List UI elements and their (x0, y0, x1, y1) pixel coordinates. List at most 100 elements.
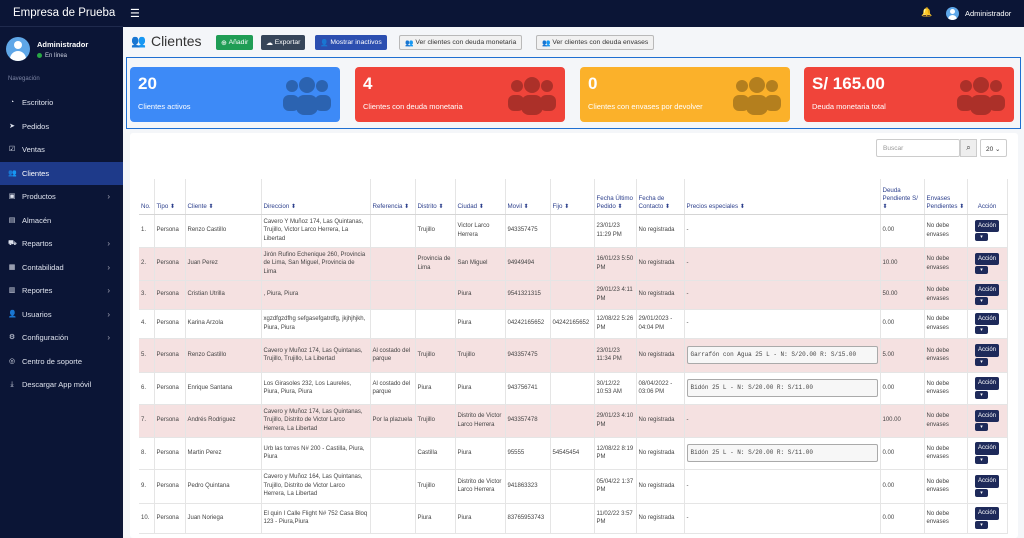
export-button[interactable]: ☁ Exportar (261, 35, 306, 50)
table-row: 1. Persona Renzo Castillo Cavero Y Muñoz 17… (139, 214, 1008, 248)
sidebar-item-reportes[interactable]: ▥ Reportes › (0, 279, 123, 303)
sidebar-item-escritorio[interactable]: ◔ Escritorio (0, 91, 123, 115)
cell-cliente: Enrique Santana (185, 372, 262, 405)
sidebar-item-productos[interactable]: ▣ Productos › (0, 185, 123, 209)
action-button[interactable]: Acción (974, 475, 999, 488)
cell-fc: No registrada (636, 437, 685, 470)
cell-dist: Piura (415, 372, 456, 405)
sidebar-item-centro-de-soporte[interactable]: ◎ Centro de soporte (0, 350, 123, 374)
table-row: 9. Persona Pedro Quintana Cavero y Muñoz 16… (139, 469, 1008, 504)
chevron-right-icon: › (107, 239, 110, 249)
column-header[interactable]: Ciudad ⬍ (455, 179, 506, 215)
cell-no: 5. (139, 338, 155, 373)
action-dropdown-icon[interactable]: ▾ (974, 297, 988, 305)
truck-icon: ⛟ (8, 240, 17, 248)
column-header[interactable]: Deuda Pendiente S/ ⬍ (880, 179, 925, 215)
column-header: Acción (967, 179, 1008, 215)
column-header[interactable]: Referencia ⬍ (370, 179, 416, 215)
menu-toggle-icon[interactable]: ☰ (130, 8, 140, 20)
page-size-select[interactable]: 20 ⌄ (980, 139, 1007, 157)
action-dropdown-icon[interactable]: ▾ (974, 455, 988, 464)
brand-title[interactable]: Empresa de Prueba (0, 0, 123, 27)
column-header[interactable]: Fecha de Contacto ⬍ (636, 179, 685, 215)
action-dropdown-icon[interactable]: ▾ (974, 423, 988, 431)
action-dropdown-icon[interactable]: ▾ (974, 326, 988, 334)
search-input[interactable]: Buscar (876, 139, 960, 157)
action-dropdown-icon[interactable]: ▾ (974, 357, 988, 366)
column-header[interactable]: Fijo ⬍ (550, 179, 595, 215)
users-icon: 👥 (8, 169, 17, 177)
sidebar-item-descargar-app-m-vil[interactable]: ⤓ Descargar App móvil (0, 373, 123, 397)
action-button[interactable]: Acción (974, 442, 999, 455)
bell-icon[interactable]: 🔔 (921, 7, 933, 17)
cell-ciudad: Trujillo (455, 338, 506, 373)
cell-env: No debe envases (924, 214, 968, 248)
column-header[interactable]: Cliente ⬍ (185, 179, 262, 215)
search-icon[interactable]: ⌕ (960, 139, 977, 157)
action-button[interactable]: Acción (974, 507, 999, 520)
cell-deuda: 0.00 (880, 214, 925, 248)
cell-fc: No registrada (636, 247, 685, 281)
sidebar-item-label: Contabilidad (22, 262, 64, 272)
chevron-right-icon: › (107, 192, 110, 202)
cell-cliente: Juan Noriega (185, 503, 262, 534)
cell-no: 10. (139, 503, 155, 534)
add-button[interactable]: ⊕ Añadir (216, 35, 254, 50)
action-button[interactable]: Acción (974, 283, 999, 296)
cell-tipo: Persona (154, 437, 186, 470)
action-dropdown-icon[interactable]: ▾ (974, 390, 988, 399)
sidebar-item-almac-n[interactable]: ▤ Almacén (0, 209, 123, 233)
cell-dist: Trujillo (415, 214, 456, 248)
action-dropdown-icon[interactable]: ▾ (974, 488, 988, 497)
user-status-label: En línea (45, 52, 68, 59)
cell-movil: 941863323 (505, 469, 551, 504)
top-avatar[interactable] (946, 7, 959, 20)
sidebar-item-usuarios[interactable]: 👤 Usuarios › (0, 303, 123, 327)
cell-no: 2. (139, 247, 155, 281)
sidebar-item-pedidos[interactable]: ➤ Pedidos (0, 115, 123, 139)
cell-action: Acción ▾ (967, 280, 1008, 310)
cell-movil: 943756741 (505, 372, 551, 405)
sidebar-item-configuraci-n[interactable]: ⚙ Configuración › (0, 326, 123, 350)
cell-tipo: Persona (154, 309, 186, 339)
debt-money-button[interactable]: 👥 Ver clientes con deuda monetaria (399, 35, 523, 50)
cell-movil: 83765953743 (505, 503, 551, 534)
sort-icon: ⬍ (615, 202, 623, 210)
sidebar-item-clientes[interactable]: 👥 Clientes (0, 161, 123, 185)
column-header[interactable]: Tipo ⬍ (154, 179, 186, 215)
sidebar-item-repartos[interactable]: ⛟ Repartos › (0, 232, 123, 256)
column-header[interactable]: Fecha Último Pedido ⬍ (594, 179, 637, 215)
action-button[interactable]: Acción (974, 312, 999, 325)
action-button[interactable]: Acción (974, 344, 999, 357)
action-button[interactable]: Acción (974, 377, 999, 390)
sidebar-item-label: Productos (22, 192, 56, 202)
column-header[interactable]: Direccion ⬍ (261, 179, 371, 215)
add-button-label: Añadir (228, 39, 249, 46)
sidebar-item-ventas[interactable]: ☑ Ventas (0, 138, 123, 162)
action-dropdown-icon[interactable]: ▾ (974, 233, 988, 241)
debt-envases-button[interactable]: 👥 Ver clientes con deuda envases (536, 35, 655, 50)
sidebar-item-label: Pedidos (22, 121, 50, 131)
column-header[interactable]: Movil ⬍ (505, 179, 551, 215)
cell-ciudad: San Miguel (455, 247, 506, 281)
column-header[interactable]: Distrito ⬍ (415, 179, 456, 215)
stat-card-envases: 0 Clientes con envases por devolver (580, 67, 790, 122)
stat-card-active: 20 Clientes activos (130, 67, 340, 122)
action-button[interactable]: Acción (974, 409, 999, 422)
cell-fijo: 54545454 (550, 437, 595, 470)
sidebar-item-contabilidad[interactable]: ▦ Contabilidad › (0, 256, 123, 280)
paper-plane-icon: ➤ (9, 122, 15, 130)
top-user-name[interactable]: Administrador (965, 9, 1012, 18)
cell-precios: - (684, 280, 881, 310)
column-header[interactable]: Precios especiales ⬍ (684, 179, 881, 215)
show-inactive-button[interactable]: 👤 Mostrar inactivos (315, 35, 387, 50)
action-dropdown-icon[interactable]: ▾ (974, 520, 988, 529)
action-dropdown-icon[interactable]: ▾ (974, 266, 988, 274)
action-button[interactable]: Acción (974, 219, 999, 232)
action-button[interactable]: Acción (974, 252, 999, 265)
column-header[interactable]: Envases Pendientes ⬍ (924, 179, 968, 215)
cell-cliente: Renzo Castillo (185, 214, 262, 248)
cell-ciudad: Distrito de Victor Larco Herrera (455, 404, 506, 438)
stat-label: Clientes con envases por devolver (588, 102, 703, 111)
page-title: 👥 Clientes (131, 33, 202, 49)
